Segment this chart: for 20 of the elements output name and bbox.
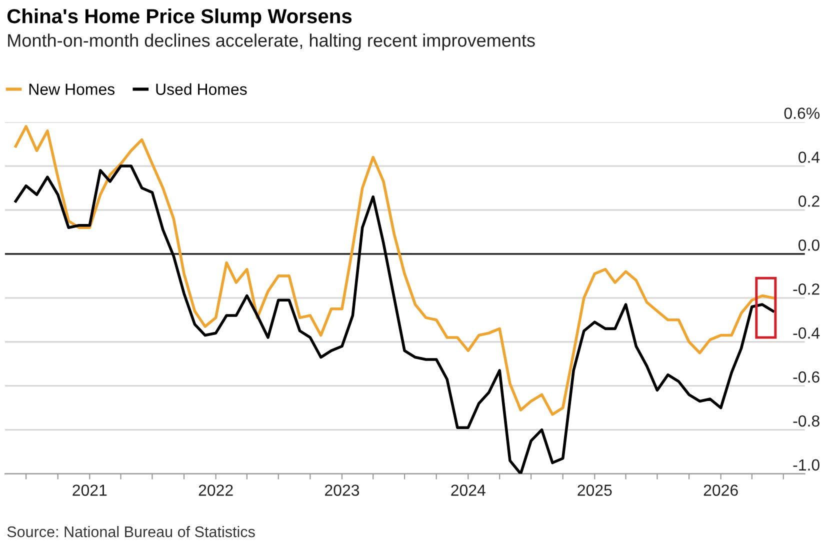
y-tick-label: 0.2 (798, 196, 820, 207)
x-tick-label: 2022 (198, 484, 233, 496)
x-tick-label: 2024 (451, 484, 486, 496)
chart-subtitle: Month-on-month declines accelerate, halting recent improvements (8, 34, 535, 50)
y-tick-label: -0.4 (793, 327, 820, 339)
y-tick-label: -0.2 (793, 283, 820, 295)
y-tick-label: -0.8 (793, 415, 820, 427)
y-tick-label: 0.4 (798, 152, 820, 163)
legend-label: Used Homes (156, 83, 247, 95)
x-tick-label: 2021 (72, 484, 107, 496)
x-tick-label: 2023 (325, 484, 360, 496)
y-tick-label: -0.6 (793, 371, 820, 383)
x-tick-label: 2026 (704, 484, 738, 496)
y-tick-label: -1.0 (793, 459, 820, 471)
chart-title: China's Home Price Slump Worsens (7, 8, 352, 28)
y-tick-label: 0.6% (784, 108, 820, 119)
legend-label: New Homes (29, 84, 115, 95)
y-tick-label: 0.0 (798, 239, 820, 251)
x-tick-label: 2025 (578, 484, 612, 496)
source-note: Source: National Bureau of Statistics (7, 526, 255, 538)
